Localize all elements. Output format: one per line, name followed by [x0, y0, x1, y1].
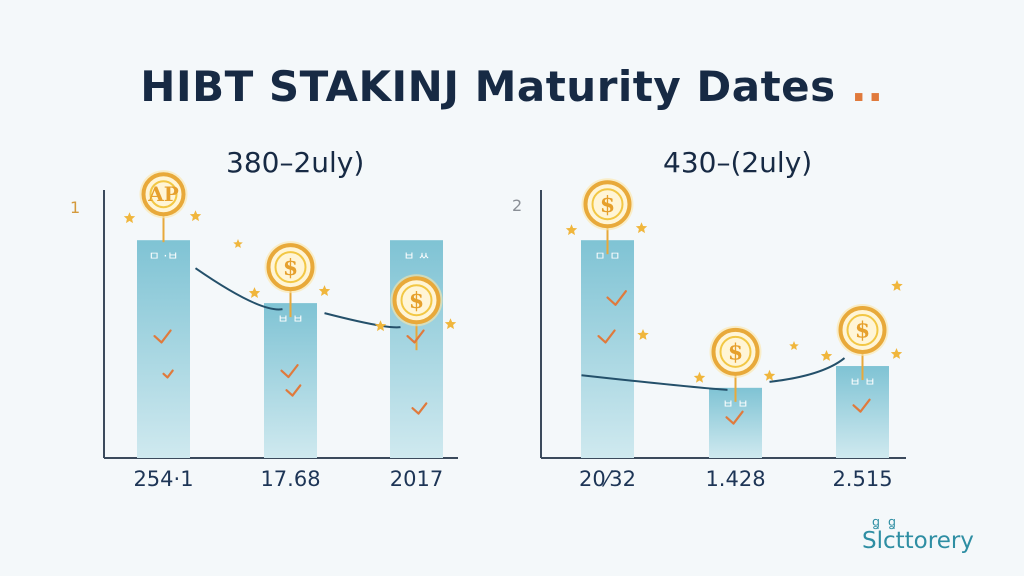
checkmark-icon-1-extra: [162, 369, 174, 379]
brand-mark: ꬶ ꬶ: [872, 515, 898, 530]
star-icon-2-extra2: [789, 341, 799, 350]
coin-dollar-icon-2-1: $: [581, 178, 634, 231]
star-icon-1-1b: [189, 210, 202, 222]
coin-dollar-icon-1-2: $: [264, 241, 317, 294]
star-icon-1-2b: [318, 285, 331, 296]
checkmark-icon-1-extra2: [285, 384, 302, 397]
star-icon-2-extra: [637, 329, 649, 340]
coin-inner-ring: [149, 180, 178, 209]
chart-title-dots: ..: [850, 62, 884, 111]
panel-1-title: 380–2uly): [226, 146, 365, 179]
star-icon-2-3b: [890, 348, 903, 359]
coin-inner-ring: [719, 335, 752, 368]
star-icon-1-extra: [233, 239, 243, 248]
panel-2-number: 2: [512, 196, 523, 215]
bar-1-1: [137, 240, 190, 458]
coin-symbol: AP: [147, 182, 179, 206]
star-icon-1-1a: [123, 212, 136, 224]
chart-title: HIBT STAKINJ Maturity Dates ..: [0, 62, 1024, 111]
x-tick-label-2-2: 1.428: [705, 467, 766, 491]
coin-rim: [141, 172, 186, 217]
checkmark-icon-1-extra3: [411, 402, 428, 415]
x-tick-label-2-3: 2.515: [832, 467, 893, 491]
star-icon-2-1a: [565, 224, 578, 236]
coin-symbol: $: [600, 192, 615, 218]
bar-2-3: [836, 366, 889, 458]
checkmark-icon-2-extra: [606, 290, 627, 306]
x-tick-label-1-1: 254·1: [133, 467, 194, 491]
x-tick-label-1-3: 2017: [389, 467, 444, 491]
checkmark-icon-1-2: [280, 364, 299, 379]
coin-dollar-icon-1-3: $: [390, 274, 443, 327]
panel-1-number: 1: [70, 198, 81, 217]
checkmark-icon-2-1: [597, 329, 616, 344]
star-icon-1-3a: [374, 320, 387, 332]
chart-title-text: HIBT STAKINJ Maturity Dates: [140, 62, 836, 111]
bar-label-2-1: ㅁ ㅁ: [595, 249, 621, 263]
star-icon-2-1b: [635, 222, 648, 234]
star-icon-1-2a: [248, 287, 261, 298]
coin-inner-ring: [846, 314, 879, 347]
brand-logo-text: Slcttorery: [862, 528, 974, 554]
coin-dollar-icon-1-1: AP: [139, 170, 188, 219]
coin-symbol: $: [283, 255, 298, 281]
x-tick-label-1-2: 17.68: [260, 467, 321, 491]
panel-2-title: 430–(2uly): [663, 146, 813, 179]
x-tick-label-2-1: 20⁄32: [579, 467, 636, 491]
star-icon-2-2b: [763, 369, 776, 381]
checkmark-icon-1-3: [406, 329, 425, 344]
checkmark-icon-2-2: [725, 410, 744, 425]
star-icon-1-3b: [444, 318, 457, 330]
bar-label-1-2: ㅂ ㅂ: [278, 312, 304, 326]
trend-line-2: [581, 357, 846, 391]
coin-symbol: $: [409, 288, 424, 314]
bar-1-2: [264, 303, 317, 458]
bar-2-1: [581, 240, 634, 458]
coin-inner-ring: [400, 284, 433, 317]
coin-symbol: $: [728, 340, 743, 366]
coin-inner-ring: [274, 251, 307, 284]
coin-dollar-icon-2-3: $: [836, 304, 889, 357]
star-icon-2-3a: [820, 350, 833, 361]
trend-line-1: [194, 267, 401, 329]
star-icon-2-extra3: [891, 280, 903, 291]
bar-label-2-2: ㅂ ㅂ: [723, 397, 749, 411]
star-icon-2-2a: [693, 371, 706, 383]
coin-symbol: $: [855, 318, 870, 344]
coin-inner-ring: [591, 188, 624, 221]
coin-dollar-icon-2-2: $: [709, 325, 762, 378]
checkmark-icon-1-1: [153, 329, 172, 344]
bar-label-1-1: ㅁ ·ㅂ: [149, 249, 179, 263]
checkmark-icon-2-3: [852, 398, 871, 413]
bar-label-1-3: ㅂ ㅆ: [404, 249, 430, 263]
bar-label-2-3: ㅂ ㅂ: [850, 375, 876, 389]
